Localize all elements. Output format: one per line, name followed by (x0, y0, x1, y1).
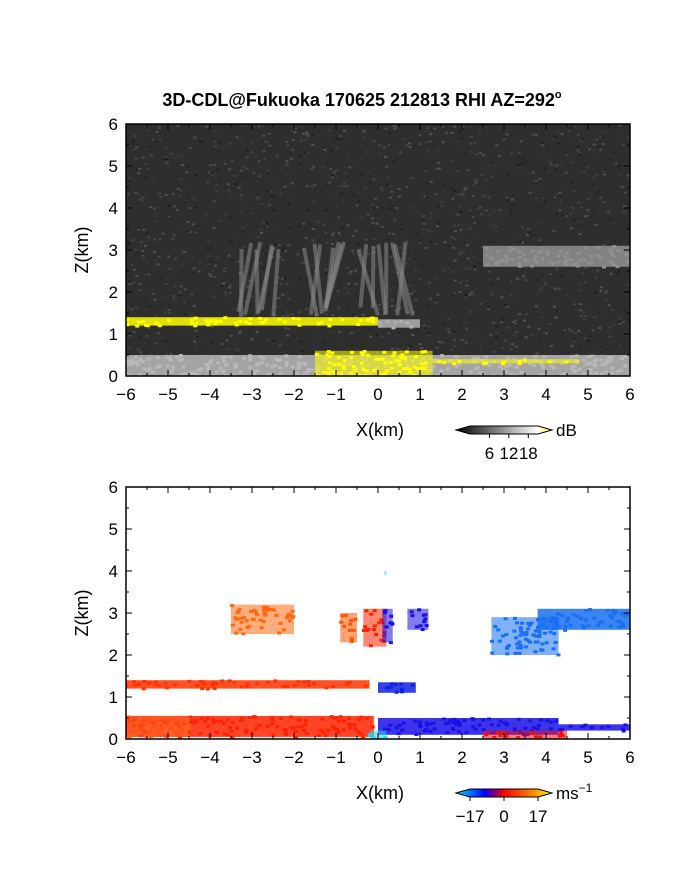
echo-patch-9 (339, 613, 358, 643)
y-axis-label: Z(km) (72, 590, 92, 637)
x-tick-label: 3 (499, 748, 508, 767)
y-tick-label: 3 (109, 604, 118, 623)
echo-patch-5 (361, 608, 388, 648)
x-tick-label: −5 (158, 385, 177, 404)
y-tick-label: 4 (109, 199, 118, 218)
x-tick-label: 4 (541, 385, 550, 404)
echo-layer-4 (557, 723, 630, 733)
colorbar-unit-text: dB (556, 421, 577, 440)
y-tick-label: 6 (109, 478, 118, 497)
colorbar-unit: ms−1 (556, 781, 593, 803)
colorbar-tick-label: 17 (529, 807, 548, 826)
x-tick-label: 5 (583, 748, 592, 767)
x-tick-label: −4 (200, 748, 219, 767)
x-tick-label: −6 (116, 385, 135, 404)
echo-patch-8 (230, 604, 296, 636)
plot-area (126, 487, 630, 739)
x-tick-label: −2 (284, 385, 303, 404)
y-tick-label: 5 (109, 157, 118, 176)
colorbar-bar (454, 788, 554, 798)
colorbar: −17 0 17 ms−1 (454, 781, 593, 826)
figure-title: 3D-CDL@Fukuoka 170625 212813 RHI AZ=292o (162, 89, 562, 110)
plot-area (126, 124, 630, 376)
echo-patch-13 (483, 730, 567, 739)
x-tick-label: 1 (415, 748, 424, 767)
x-tick-label: 0 (373, 748, 382, 767)
y-tick-label: 1 (109, 688, 118, 707)
x-tick-label: −2 (284, 748, 303, 767)
y-tick-label: 2 (109, 283, 118, 302)
colorbar-bar (454, 425, 554, 435)
x-tick-label: 4 (541, 748, 550, 767)
x-tick-label: 2 (457, 385, 466, 404)
echo-layer-1 (378, 682, 416, 694)
colorbar-unit-exponent: −1 (579, 781, 593, 795)
y-tick-label: 5 (109, 520, 118, 539)
colorbar-unit: dB (556, 421, 577, 440)
y-tick-label: 3 (109, 241, 118, 260)
echo-patch-4 (432, 358, 580, 366)
echo-layer-6 (483, 245, 630, 269)
y-tick-label: 1 (109, 325, 118, 344)
x-axis-label: X(km) (356, 783, 404, 803)
x-tick-label: −1 (326, 748, 345, 767)
echo-patch-11 (490, 616, 561, 657)
echo-patch-7 (407, 608, 429, 632)
echo-patch-12 (126, 715, 191, 739)
colorbar-unit-text: ms (556, 784, 579, 803)
colorbar-tick-label: 0 (499, 807, 508, 826)
echo-layer-0 (126, 679, 370, 691)
x-tick-label: 2 (457, 748, 466, 767)
echo-layer-0 (126, 316, 378, 328)
x-axis-label: X(km) (356, 420, 404, 440)
x-tick-label: −3 (242, 385, 261, 404)
echo-streaks-5 (236, 241, 415, 318)
echo-patch-3 (314, 350, 433, 376)
echo-layer-10 (535, 608, 630, 632)
x-tick-label: −4 (200, 385, 219, 404)
chart-panel-doppler-velocity: −6 −5 −4 −3 −2 −1 0 1 2 3 4 5 6 0 1 2 3 4 5 6 X(km) Z(km) −17 0… (72, 478, 635, 826)
x-tick-label: 6 (625, 385, 634, 404)
y-tick-label: 4 (109, 562, 118, 581)
x-tick-label: −3 (242, 748, 261, 767)
colorbar-tick-label: 12 (499, 444, 518, 463)
colorbar-tick-label: 18 (519, 444, 538, 463)
y-tick-label: 0 (109, 367, 118, 386)
x-tick-label: −6 (116, 748, 135, 767)
echo-point-15 (384, 571, 387, 576)
echo-layer-1 (377, 319, 420, 330)
x-tick-label: 1 (415, 385, 424, 404)
colorbar-tick-label: 6 (485, 444, 494, 463)
echo-patch-6 (382, 608, 395, 645)
y-tick-label: 2 (109, 646, 118, 665)
colorbar-tick-label: −17 (456, 807, 485, 826)
y-axis-label: Z(km) (72, 227, 92, 274)
x-tick-label: 6 (625, 748, 634, 767)
y-tick-label: 6 (109, 115, 118, 134)
x-tick-label: −1 (326, 385, 345, 404)
x-tick-label: −5 (158, 748, 177, 767)
x-tick-label: 3 (499, 385, 508, 404)
x-tick-label: 5 (583, 385, 592, 404)
x-tick-label: 0 (373, 385, 382, 404)
y-tick-label: 0 (109, 730, 118, 749)
colorbar: 6 12 18 dB (454, 421, 577, 463)
